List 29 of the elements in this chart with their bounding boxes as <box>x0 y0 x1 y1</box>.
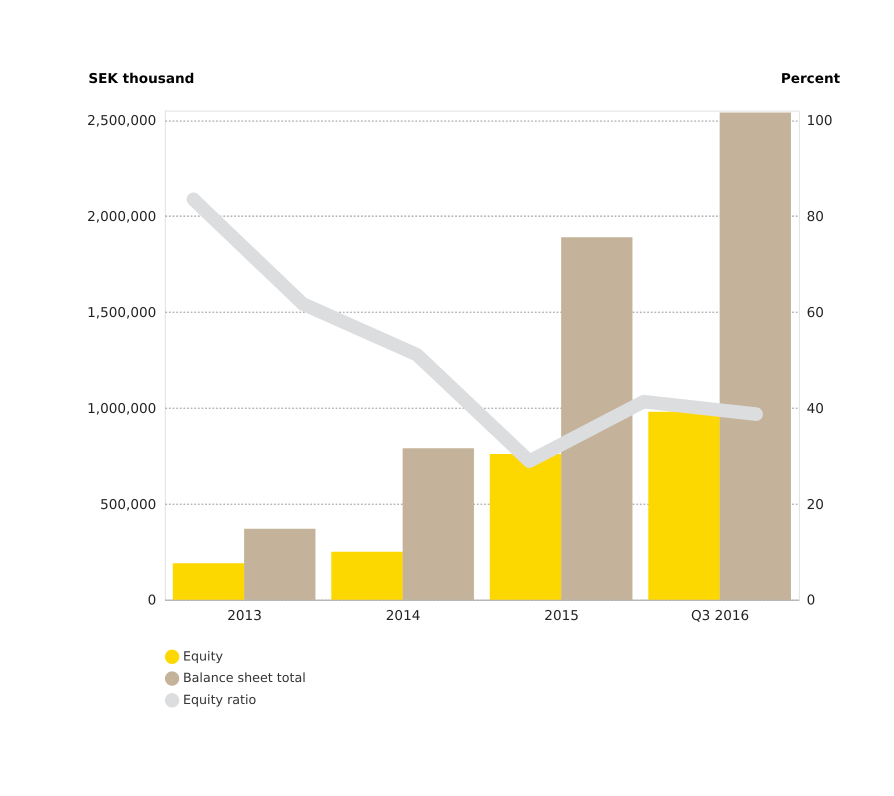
bar <box>648 412 720 600</box>
y-axis-title: SEK thousand <box>88 70 194 87</box>
x-tick-label: Q3 2016 <box>690 608 750 624</box>
bar <box>172 563 244 600</box>
legend-label: Equity <box>182 648 224 664</box>
x-tick-label: 2013 <box>227 608 262 624</box>
y-tick-label: 500,000 <box>100 496 156 513</box>
y2-axis-title: Percent <box>780 70 841 87</box>
legend-label: Equity ratio <box>182 692 257 707</box>
bar <box>331 552 403 600</box>
y2-tick-label: 80 <box>806 209 824 226</box>
y2-tick-label: 20 <box>806 496 824 513</box>
bar <box>490 454 562 600</box>
bar <box>720 112 791 600</box>
y2-tick-label: 40 <box>806 400 824 417</box>
x-tick-label: 2014 <box>386 608 420 624</box>
bar <box>244 528 316 600</box>
y2-tick-label: 0 <box>806 592 816 609</box>
x-tick-label: 2015 <box>544 608 579 624</box>
bar <box>402 448 474 600</box>
y2-tick-label: 60 <box>806 304 824 321</box>
y-tick-label: 2,000,000 <box>87 209 156 226</box>
bar <box>561 237 632 600</box>
y-tick-label: 1,000,000 <box>87 400 156 417</box>
y2-tick-label: 100 <box>806 113 833 130</box>
y-tick-label: 1,500,000 <box>87 304 156 321</box>
y-tick-label: 2,500,000 <box>87 113 156 130</box>
y-tick-label: 0 <box>148 592 156 609</box>
legend-label: Balance sheet total <box>182 670 306 686</box>
